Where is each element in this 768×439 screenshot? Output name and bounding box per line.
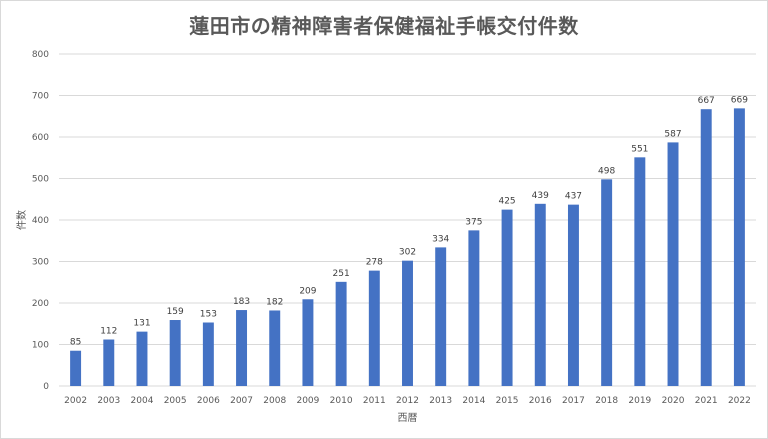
x-tick-label: 2018 [595,396,618,406]
x-tick-label: 2012 [396,396,419,406]
data-label: 112 [100,327,117,337]
x-axis-title: 西暦 [398,412,418,424]
y-tick-label: 400 [32,216,49,226]
x-tick-label: 2011 [363,396,386,406]
bar-2003 [103,339,115,386]
x-tick-label: 2009 [296,396,319,406]
data-label: 498 [598,166,615,176]
x-tick-label: 2007 [230,396,253,406]
data-label: 302 [399,248,416,258]
x-tick-label: 2008 [263,396,286,406]
bar-2019 [634,157,646,386]
x-tick-label: 2019 [628,396,651,406]
x-axis: 2002 2003 2004 2005 2006 2007 2008 2009 2010 2011… [64,396,751,406]
bar-2018 [601,179,613,386]
chart-title: 蓮田市の精神障害者保健福祉手帳交付件数 [189,14,579,38]
y-tick-label: 200 [32,299,49,309]
bar-2006 [202,322,214,386]
bar-2015 [501,209,513,386]
data-label: 251 [333,269,350,279]
y-tick-label: 500 [32,175,49,185]
bar-2010 [335,281,347,386]
data-label: 278 [366,258,383,268]
bar-2009 [302,299,314,386]
x-tick-label: 2005 [164,396,187,406]
data-label: 587 [664,129,681,139]
data-label: 209 [299,286,316,296]
y-tick-label: 300 [32,258,49,268]
x-tick-label: 2002 [64,396,87,406]
bars [70,108,745,387]
data-label: 131 [133,319,150,329]
data-labels: 85 112 131 159 153 183 182 209 251 278 302 334 375 42… [70,95,748,347]
x-tick-label: 2017 [562,396,585,406]
bar-2005 [169,320,181,386]
bar-2002 [70,350,82,386]
x-tick-label: 2003 [97,396,120,406]
x-tick-label: 2010 [330,396,353,406]
bar-2021 [700,109,712,386]
data-label: 669 [731,95,748,105]
data-label: 159 [167,307,184,317]
data-label: 334 [432,234,449,244]
bar-2017 [567,204,579,386]
data-label: 375 [465,217,482,227]
bar-2016 [534,203,546,386]
bar-2014 [468,230,480,386]
x-tick-label: 2014 [462,396,485,406]
x-tick-label: 2020 [662,396,685,406]
x-tick-label: 2006 [197,396,220,406]
y-tick-label: 700 [32,92,49,102]
data-label: 437 [565,192,582,202]
data-label: 153 [200,310,217,320]
y-axis: 0 100 200 300 400 500 600 700 800 [32,50,49,392]
y-tick-label: 600 [32,133,49,143]
bar-2007 [236,310,248,386]
bar-2013 [435,247,447,386]
data-label: 85 [70,338,81,348]
bar-2008 [269,310,281,386]
x-tick-label: 2013 [429,396,452,406]
bar-2004 [136,331,148,386]
x-tick-label: 2016 [529,396,552,406]
bar-2020 [667,142,679,386]
data-label: 667 [698,96,715,106]
data-label: 183 [233,297,250,307]
data-label: 551 [631,144,648,154]
data-label: 425 [498,197,515,207]
bar-2022 [733,108,745,387]
x-tick-label: 2004 [131,396,154,406]
y-tick-label: 0 [43,382,49,392]
x-tick-label: 2015 [496,396,519,406]
data-label: 439 [532,191,549,201]
data-label: 182 [266,297,283,307]
y-tick-label: 100 [32,341,49,351]
bar-2012 [402,260,413,386]
bar-2011 [368,270,380,386]
x-tick-label: 2021 [695,396,718,406]
y-tick-label: 800 [32,50,49,60]
x-tick-label: 2022 [728,396,751,406]
y-axis-title: 件数 [15,210,28,230]
